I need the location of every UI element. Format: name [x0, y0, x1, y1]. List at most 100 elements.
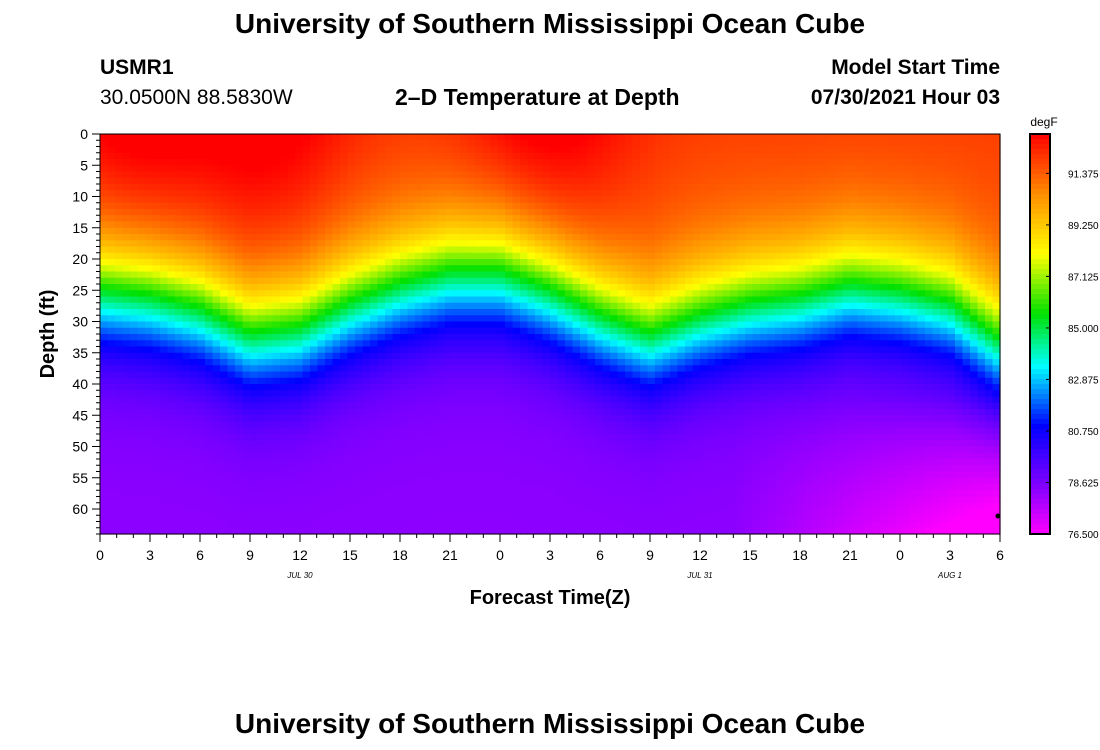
heatmap-cell — [182, 171, 191, 179]
heatmap-cell — [227, 465, 236, 473]
heatmap-cell — [385, 202, 394, 210]
heatmap-cell — [527, 221, 536, 229]
heatmap-cell — [265, 327, 274, 335]
heatmap-cell — [602, 496, 611, 504]
heatmap-cell — [407, 409, 416, 416]
heatmap-cell — [587, 496, 596, 504]
heatmap-cell — [257, 490, 266, 498]
heatmap-cell — [475, 190, 484, 198]
heatmap-cell — [302, 215, 311, 223]
heatmap-cell — [662, 346, 671, 354]
heatmap-cell — [677, 415, 686, 423]
heatmap-cell — [677, 334, 686, 341]
heatmap-cell — [580, 471, 589, 479]
heatmap-cell — [422, 452, 431, 460]
heatmap-cell — [482, 371, 491, 379]
heatmap-cell — [272, 377, 281, 385]
heatmap-cell — [422, 171, 431, 179]
heatmap-cell — [295, 359, 304, 366]
heatmap-cell — [407, 365, 416, 373]
heatmap-cell — [287, 515, 296, 523]
heatmap-cell — [355, 327, 364, 335]
heatmap-cell — [490, 215, 499, 223]
heatmap-cell — [497, 215, 506, 223]
heatmap-cell — [550, 284, 559, 291]
heatmap-cell — [677, 490, 686, 498]
heatmap-cell — [340, 315, 349, 323]
heatmap-cell — [220, 521, 229, 529]
heatmap-cell — [272, 484, 281, 491]
heatmap-cell — [422, 490, 431, 498]
heatmap-cell — [617, 396, 626, 404]
heatmap-cell — [122, 140, 131, 148]
heatmap-cell — [512, 296, 521, 304]
heatmap-cell — [505, 146, 514, 154]
heatmap-cell — [115, 334, 124, 341]
heatmap-cell — [482, 202, 491, 210]
heatmap-cell — [205, 234, 214, 241]
heatmap-cell — [100, 327, 109, 335]
heatmap-cell — [542, 452, 551, 460]
heatmap-cell — [400, 490, 409, 498]
heatmap-cell — [190, 359, 199, 366]
heatmap-cell — [610, 502, 619, 510]
heatmap-cell — [460, 140, 469, 148]
heatmap-cell — [115, 477, 124, 485]
heatmap-cell — [647, 421, 656, 429]
heatmap-cell — [670, 315, 679, 323]
heatmap-cell — [475, 215, 484, 223]
heatmap-cell — [212, 277, 221, 285]
heatmap-cell — [535, 246, 544, 254]
heatmap-cell — [602, 259, 611, 266]
heatmap-cell — [197, 515, 206, 523]
heatmap-cell — [370, 371, 379, 379]
heatmap-cell — [197, 290, 206, 298]
heatmap-cell — [227, 377, 236, 385]
heatmap-cell — [400, 309, 409, 316]
heatmap-cell — [347, 346, 356, 354]
heatmap-cell — [340, 502, 349, 510]
heatmap-cell — [280, 377, 289, 385]
heatmap-cell — [415, 340, 424, 348]
heatmap-cell — [137, 340, 146, 348]
heatmap-cell — [340, 427, 349, 435]
heatmap-cell — [437, 459, 446, 466]
heatmap-cell — [295, 477, 304, 485]
heatmap-cell — [617, 165, 626, 173]
heatmap-cell — [317, 252, 326, 260]
heatmap-cell — [407, 221, 416, 229]
heatmap-cell — [265, 252, 274, 260]
heatmap-cell — [625, 221, 634, 229]
heatmap-cell — [137, 171, 146, 179]
heatmap-cell — [452, 265, 461, 273]
heatmap-cell — [475, 471, 484, 479]
heatmap-cell — [542, 271, 551, 279]
heatmap-cell — [467, 315, 476, 323]
heatmap-cell — [475, 377, 484, 385]
heatmap-cell — [632, 296, 641, 304]
heatmap-cell — [422, 140, 431, 148]
heatmap-cell — [587, 471, 596, 479]
heatmap-cell — [617, 502, 626, 510]
heatmap-cell — [272, 440, 281, 448]
heatmap-cell — [160, 221, 169, 229]
heatmap-cell — [115, 427, 124, 435]
heatmap-cell — [452, 471, 461, 479]
heatmap-cell — [617, 190, 626, 198]
heatmap-cell — [460, 465, 469, 473]
heatmap-cell — [347, 202, 356, 210]
heatmap-cell — [497, 321, 506, 329]
heatmap-cell — [400, 302, 409, 310]
heatmap-cell — [602, 446, 611, 454]
heatmap-cell — [265, 334, 274, 341]
heatmap-cell — [212, 215, 221, 223]
heatmap-cell — [392, 390, 401, 398]
heatmap-cell — [370, 415, 379, 423]
heatmap-cell — [422, 509, 431, 516]
heatmap-cell — [482, 140, 491, 148]
heatmap-cell — [310, 296, 319, 304]
heatmap-cell — [527, 209, 536, 216]
heatmap-cell — [272, 165, 281, 173]
heatmap-cell — [407, 246, 416, 254]
heatmap-cell — [445, 140, 454, 148]
